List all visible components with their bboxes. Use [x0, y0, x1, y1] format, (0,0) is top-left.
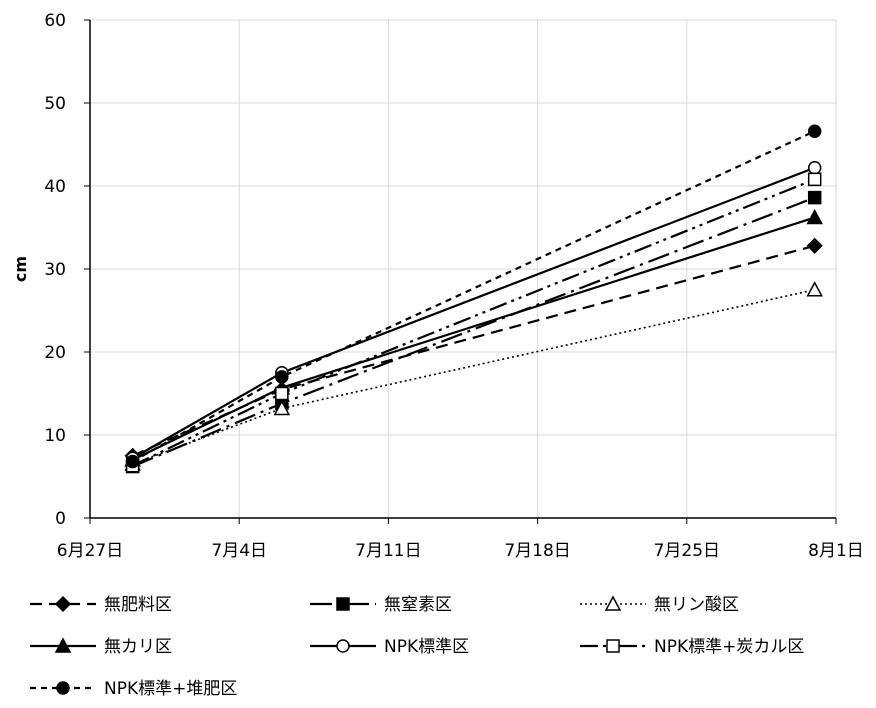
data-point — [807, 160, 822, 175]
legend-marker — [336, 597, 350, 611]
y-tick-label: 60 — [44, 11, 66, 31]
legend-item: 無リン酸区 — [580, 595, 739, 615]
legend-label: 無リン酸区 — [654, 595, 739, 615]
legend-marker — [606, 639, 620, 653]
legend-marker — [56, 681, 70, 695]
series-3 — [124, 281, 823, 471]
series-2 — [125, 190, 822, 474]
series-line — [132, 196, 816, 468]
data-point — [807, 190, 822, 205]
legend-item: NPK標準+堆肥区 — [30, 679, 237, 699]
legend-item: NPK標準区 — [310, 637, 469, 657]
data-point — [806, 208, 823, 225]
legend-item: 無窒素区 — [310, 595, 452, 615]
series-5 — [125, 160, 822, 465]
y-tick-label: 50 — [44, 94, 66, 114]
legend-label: NPK標準区 — [384, 637, 469, 657]
x-tick-label: 6月27日 — [57, 541, 123, 561]
x-tick-label: 7月18日 — [504, 541, 570, 561]
series-1 — [124, 237, 823, 464]
series-7 — [125, 124, 822, 469]
series-line — [132, 130, 816, 463]
legend-label: 無窒素区 — [384, 595, 452, 615]
x-tick-label: 8月1日 — [808, 541, 864, 561]
series-6 — [125, 172, 822, 473]
data-point — [125, 454, 140, 469]
legend-marker — [54, 637, 72, 653]
series-lines — [124, 124, 823, 474]
legend-item: 無肥料区 — [30, 595, 172, 615]
data-point — [806, 237, 823, 254]
data-point — [275, 386, 289, 401]
legend-label: 無カリ区 — [104, 637, 172, 657]
y-tick-label: 10 — [44, 426, 66, 446]
series-line — [132, 288, 815, 465]
y-tick-label: 20 — [44, 343, 66, 363]
data-point — [807, 124, 822, 138]
y-tick-labels: 0 10 20 30 40 50 60 — [44, 11, 66, 529]
legend-marker — [54, 595, 72, 613]
grid-lines — [90, 19, 837, 518]
y-axis-label: cm — [11, 256, 30, 282]
legend-label: NPK標準+堆肥区 — [104, 679, 237, 699]
data-point — [275, 370, 289, 384]
y-tick-label: 40 — [44, 177, 66, 197]
legend-item: NPK標準+炭カル区 — [580, 637, 804, 657]
legend-marker — [604, 595, 622, 611]
y-tick-label: 30 — [44, 260, 66, 280]
legend-label: NPK標準+炭カル区 — [654, 637, 804, 657]
y-tick-label: 0 — [55, 509, 66, 529]
series-line — [132, 244, 815, 457]
chart-axes — [84, 19, 837, 524]
x-tick-label: 7月25日 — [654, 541, 720, 561]
data-point — [806, 281, 823, 297]
x-tick-label: 7月11日 — [355, 541, 421, 561]
data-point — [273, 399, 291, 416]
x-tick-labels: 6月27日 7月4日 7月11日 7月18日 7月25日 8月1日 — [57, 541, 864, 561]
legend-marker — [336, 639, 350, 653]
legend-item: 無カリ区 — [30, 637, 172, 657]
data-point — [807, 172, 822, 187]
x-tick-label: 7月4日 — [211, 541, 267, 561]
legend-label: 無肥料区 — [104, 595, 172, 615]
